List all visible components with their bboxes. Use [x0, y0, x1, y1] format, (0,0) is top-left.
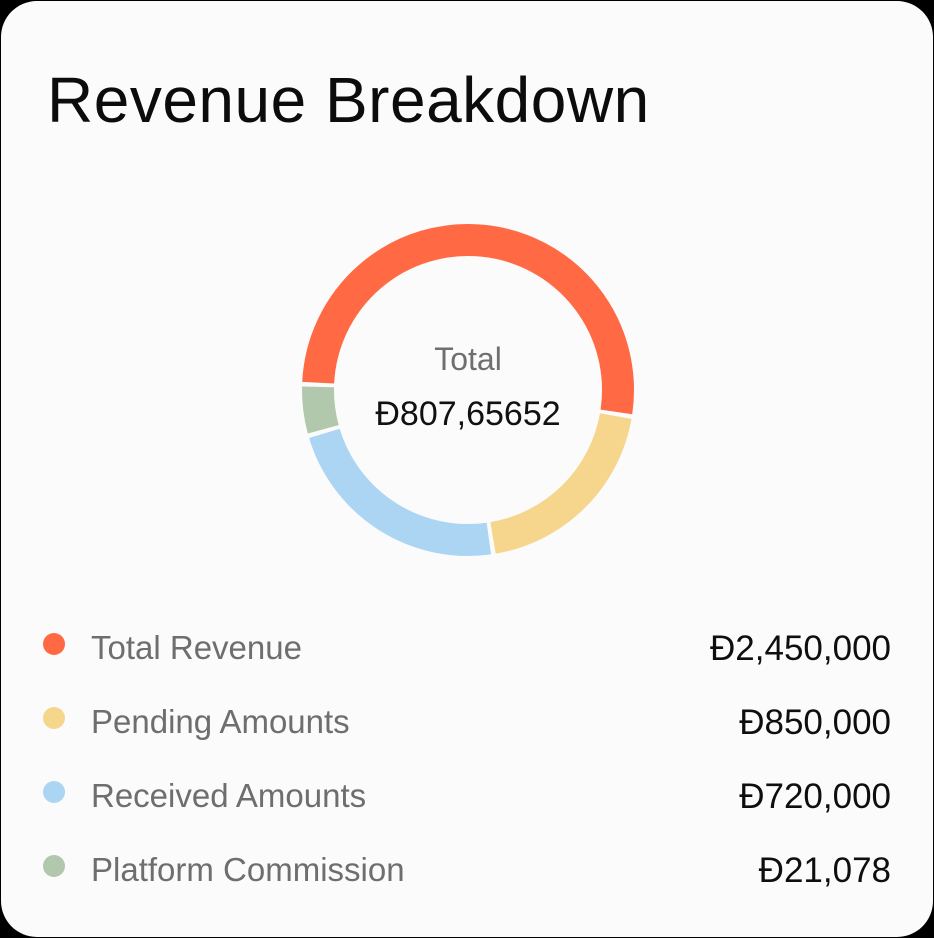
legend-item-received-amounts: Received Amounts Đ720,000	[1, 763, 933, 823]
donut-segment-total-revenue	[302, 224, 634, 415]
donut-center-label: Total	[434, 341, 502, 377]
legend-item-platform-commission: Platform Commission Đ21,078	[1, 837, 933, 897]
donut-center-value: Đ807,65652	[375, 395, 561, 433]
legend-dot-platform-commission	[43, 855, 65, 877]
donut-segment-pending-amounts	[490, 412, 632, 554]
legend-label: Received Amounts	[91, 777, 367, 814]
donut-chart	[302, 224, 634, 556]
legend-label: Pending Amounts	[91, 703, 350, 740]
donut-segment-platform-commission	[302, 386, 339, 434]
legend-value: Đ850,000	[739, 703, 891, 742]
donut-segment-received-amounts	[309, 428, 492, 556]
legend-value: Đ2,450,000	[710, 629, 891, 668]
card-title: Revenue Breakdown	[47, 64, 650, 136]
legend-dot-received-amounts	[43, 781, 65, 803]
legend-item-total-revenue: Total Revenue Đ2,450,000	[1, 615, 933, 675]
legend-value: Đ720,000	[739, 777, 891, 816]
legend-item-pending-amounts: Pending Amounts Đ850,000	[1, 689, 933, 749]
legend-label: Platform Commission	[91, 851, 405, 888]
legend-dot-total-revenue	[43, 633, 65, 655]
legend-value: Đ21,078	[758, 851, 891, 890]
legend-dot-pending-amounts	[43, 707, 65, 729]
legend-label: Total Revenue	[91, 629, 302, 666]
